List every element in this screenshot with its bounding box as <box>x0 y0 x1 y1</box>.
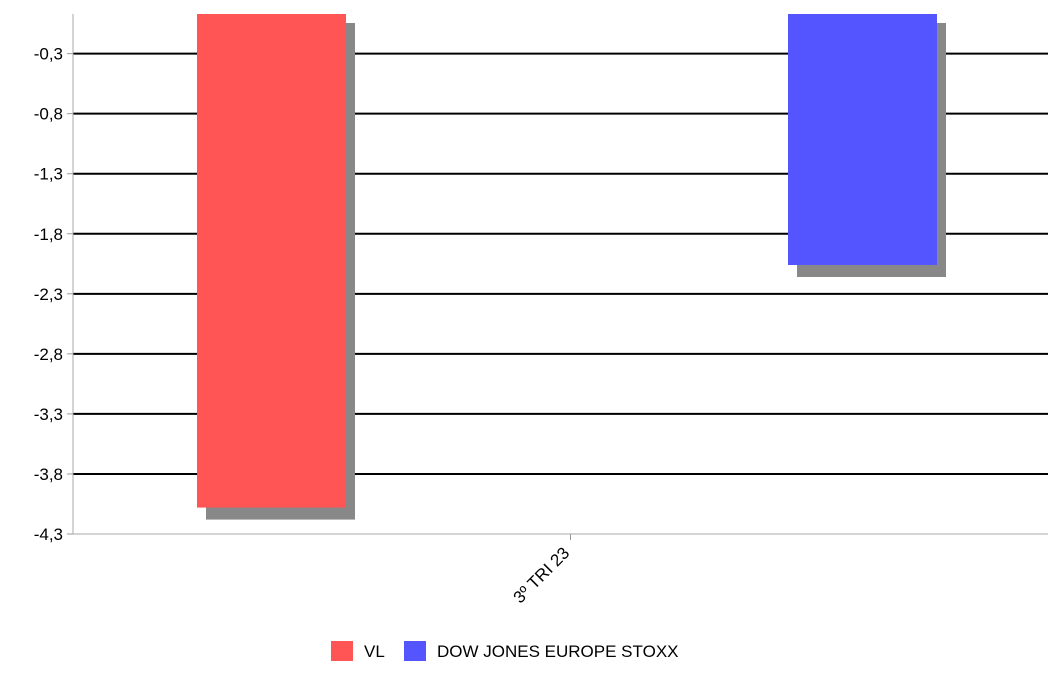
y-tick-label: -2,8 <box>34 345 63 364</box>
bar-dow-jones-europe-stoxx <box>788 14 937 265</box>
axes <box>67 14 1048 540</box>
bars <box>197 14 946 520</box>
y-tick-label: -1,8 <box>34 225 63 244</box>
bar-vl <box>197 14 346 508</box>
legend-label: VL <box>364 642 385 661</box>
category-labels: 3º TRI 23 <box>510 543 574 607</box>
y-tick-label: -2,3 <box>34 285 63 304</box>
y-tick-labels: -0,3 -0,8 -1,3 -1,8 -2,3 -2,8 -3,3 -3,8 -4,3 <box>34 45 63 544</box>
legend: VL DOW JONES EUROPE STOXX <box>331 641 679 661</box>
y-tick-label: -3,8 <box>34 465 63 484</box>
y-tick-label: -0,3 <box>34 45 63 64</box>
y-tick-label: -1,3 <box>34 165 63 184</box>
y-tick-label: -0,8 <box>34 105 63 124</box>
legend-swatch <box>331 641 353 661</box>
x-category-label: 3º TRI 23 <box>510 543 574 607</box>
legend-label: DOW JONES EUROPE STOXX <box>437 642 679 661</box>
y-tick-label: -3,3 <box>34 405 63 424</box>
y-tick-label: -4,3 <box>34 525 63 544</box>
legend-swatch <box>404 641 426 661</box>
